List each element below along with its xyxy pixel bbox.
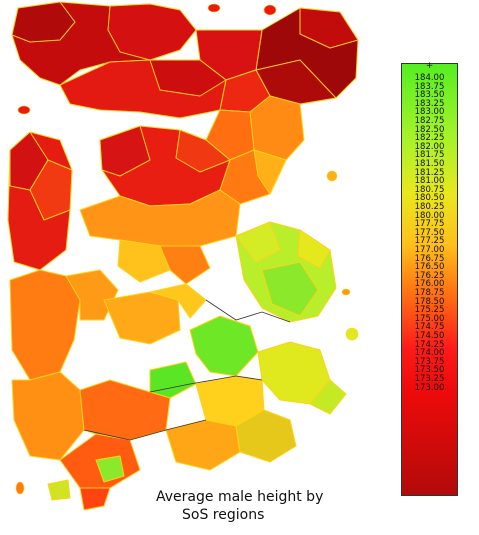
map-region	[9, 269, 81, 381]
legend-label: 175.25	[414, 305, 445, 316]
map-island	[207, 3, 221, 13]
legend-label: 176.00	[414, 279, 445, 290]
legend-label: 183.75	[414, 81, 445, 92]
map-region	[297, 229, 331, 269]
legend-label: 177.00	[414, 245, 445, 255]
legend-label: 173.75	[414, 356, 445, 367]
map-region	[309, 379, 347, 415]
map-region	[253, 149, 287, 195]
map-region	[117, 239, 171, 283]
legend-label: 180.50	[414, 193, 445, 204]
legend-label: 182.00	[414, 141, 445, 152]
legend-label: 183.00	[414, 107, 445, 118]
legend-label: 173.50	[414, 365, 445, 376]
map-region	[107, 3, 197, 61]
choropleth-map: Average male height by SoS regions	[7, 1, 359, 523]
map-region	[299, 7, 359, 49]
map-region	[189, 315, 259, 377]
legend-label: 183.25	[414, 98, 445, 109]
map-region	[65, 269, 119, 321]
legend-label: 173.00	[414, 382, 445, 393]
legend-label: 183.50	[414, 90, 445, 101]
map-title-line1: Average male height by	[156, 489, 324, 505]
legend-label: 178.75	[414, 288, 445, 298]
map-region	[149, 361, 197, 399]
map-region	[79, 189, 241, 247]
legend-label: 173.25	[414, 374, 445, 384]
legend-label: 177.75	[414, 219, 445, 230]
legend-label: 174.25	[414, 339, 445, 350]
legend-label: 182.50	[414, 124, 445, 135]
legend-label: 176.50	[414, 262, 445, 273]
map-region	[79, 487, 111, 511]
map-region	[11, 371, 85, 461]
legend-label: 181.00	[414, 176, 445, 187]
map-region	[159, 245, 211, 285]
map-region	[175, 129, 231, 173]
map-island	[345, 327, 359, 341]
map-island	[341, 288, 351, 296]
legend-label: 177.25	[414, 236, 445, 247]
map-region	[99, 125, 151, 177]
legend-label: 174.75	[414, 322, 445, 333]
legend-plus-marker: +	[425, 61, 434, 71]
legend-label: 174.00	[414, 348, 445, 359]
legend-label: 181.50	[414, 159, 445, 169]
legend-label: 181.75	[414, 150, 445, 161]
map-region	[149, 59, 227, 97]
legend-label: 180.00	[414, 210, 445, 221]
legend-label: 176.25	[414, 270, 445, 281]
map-island	[15, 481, 25, 495]
legend-label: 177.50	[414, 227, 445, 238]
legend-label: 184.00	[414, 73, 445, 83]
color-legend: + 184.00 183.75 183.50 183.25 183.00 182.75 18…	[401, 61, 458, 496]
legend-label: 182.75	[414, 116, 445, 126]
map-region	[261, 261, 319, 317]
map-region	[47, 479, 71, 501]
map-island	[17, 105, 31, 115]
map-island	[263, 4, 277, 16]
legend-label: 181.25	[414, 167, 445, 178]
legend-label: 176.75	[414, 253, 445, 264]
map-region	[11, 1, 76, 43]
map-region	[103, 291, 181, 345]
map-canvas	[7, 1, 359, 511]
map-title-line2: SoS regions	[182, 507, 265, 523]
map-region	[249, 95, 305, 161]
map-region	[235, 409, 297, 463]
legend-label: 180.25	[414, 202, 445, 212]
map-region	[29, 159, 73, 221]
legend-label: 182.25	[414, 133, 445, 144]
legend-label: 175.00	[414, 313, 445, 324]
map-region	[149, 283, 207, 319]
legend-label: 180.75	[414, 184, 445, 195]
map-region	[95, 455, 125, 483]
legend-label: 174.50	[414, 331, 445, 341]
map-region	[235, 221, 281, 263]
map-island	[326, 170, 338, 182]
legend-label: 178.50	[414, 296, 445, 307]
